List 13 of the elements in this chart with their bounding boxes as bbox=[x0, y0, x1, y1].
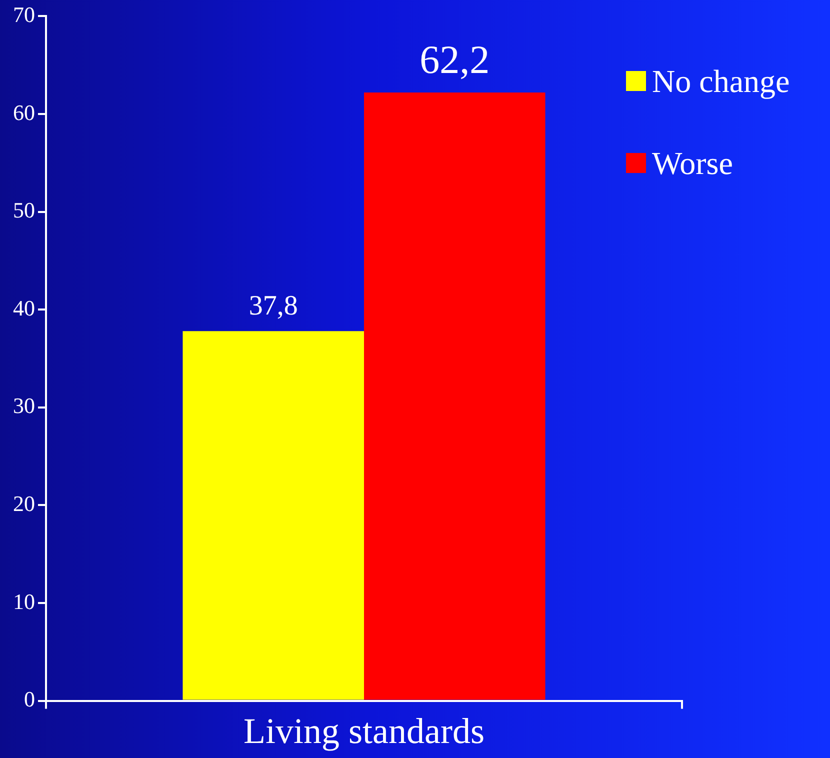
x-tick-label: Living standards bbox=[244, 710, 484, 751]
y-tick-label: 60 bbox=[13, 100, 35, 125]
data-label: 37,8 bbox=[248, 290, 298, 322]
legend-label: Worse bbox=[652, 144, 733, 182]
y-tick-label: 10 bbox=[13, 588, 35, 614]
y-tick-label: 70 bbox=[13, 2, 35, 27]
data-label: 62,2 bbox=[420, 36, 490, 82]
y-tick-label: 40 bbox=[13, 295, 35, 320]
legend-label: No change bbox=[652, 62, 790, 100]
y-tick-label: 30 bbox=[13, 393, 35, 418]
y-tick-label: 0 bbox=[24, 686, 35, 712]
y-tick-label: 50 bbox=[13, 198, 35, 223]
y-tick-label: 20 bbox=[13, 490, 35, 516]
